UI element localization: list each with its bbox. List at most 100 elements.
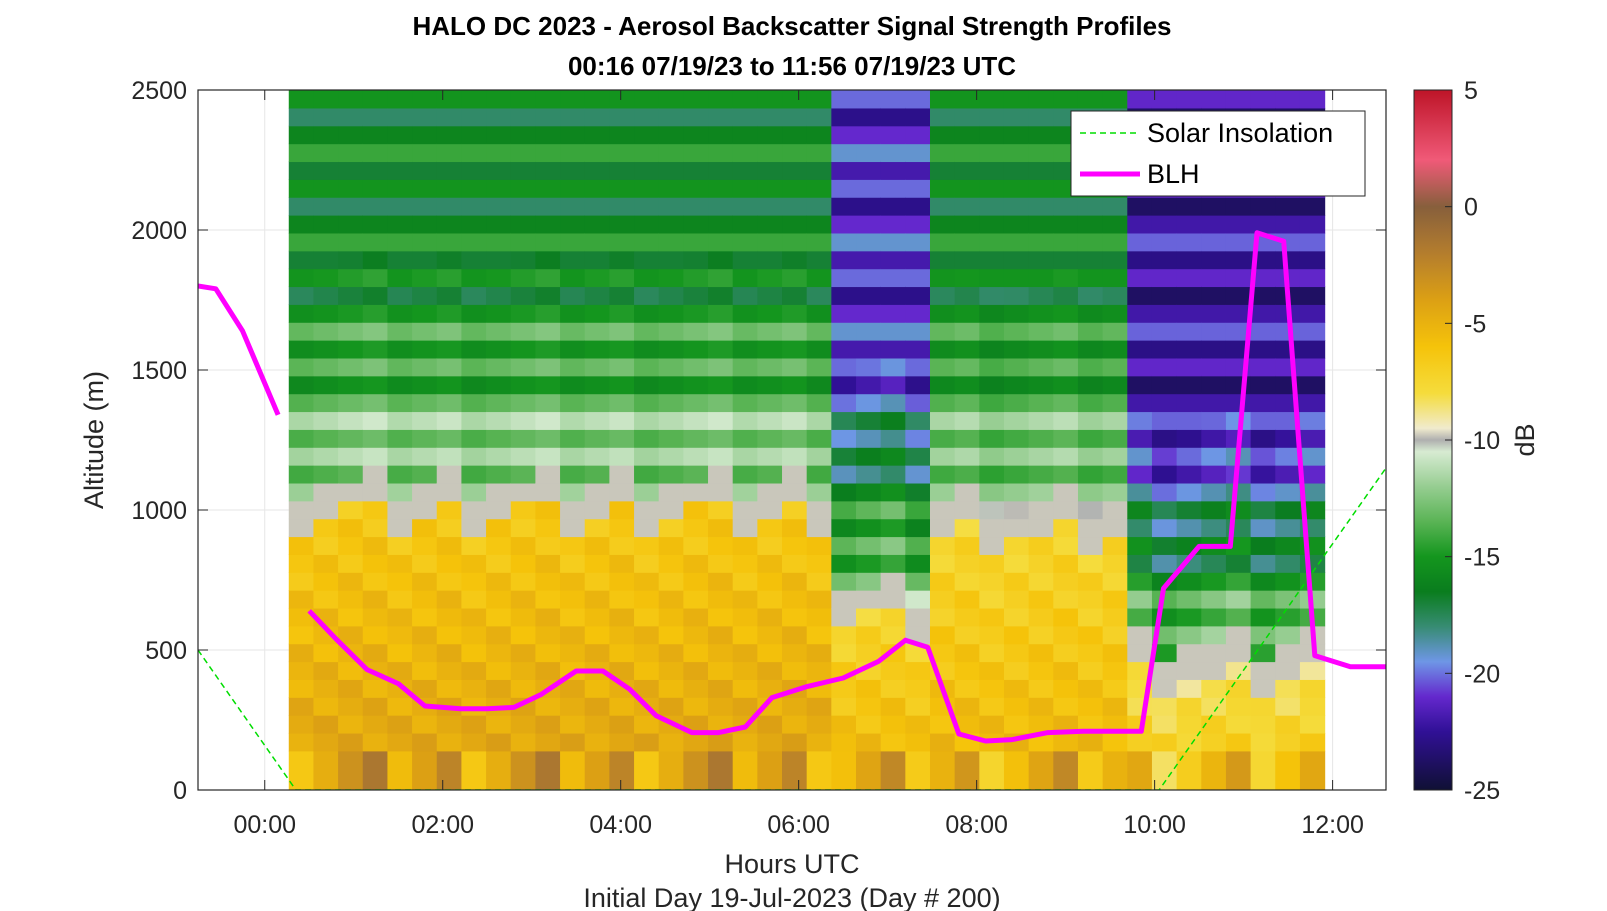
heatmap-cell (510, 232, 536, 252)
heatmap-cell (979, 107, 1005, 127)
heatmap-cell (486, 322, 512, 341)
heatmap-cell (387, 572, 413, 591)
heatmap-cell (806, 125, 832, 145)
heatmap-cell (313, 393, 339, 413)
heatmap-cell (856, 393, 882, 413)
heatmap-cell (856, 518, 882, 538)
heatmap-cell (535, 197, 561, 216)
heatmap-cell (1176, 715, 1202, 734)
heatmap-cell (1053, 357, 1079, 377)
heatmap-cell (1250, 197, 1276, 216)
heatmap-cell (708, 518, 734, 538)
heatmap-cell (486, 161, 512, 180)
heatmap-cell (313, 125, 339, 145)
heatmap-cell (757, 161, 783, 180)
heatmap-cell (1028, 232, 1054, 252)
heatmap-cell (510, 572, 536, 591)
heatmap-cell (461, 465, 487, 484)
heatmap-cell (979, 197, 1005, 216)
heatmap-cell (362, 411, 389, 430)
heatmap-cell (486, 393, 512, 413)
heatmap-cell (1053, 536, 1079, 555)
heatmap-cell (683, 625, 709, 645)
heatmap-cell (1003, 268, 1030, 288)
heatmap-cell (1151, 393, 1178, 413)
heatmap-cell (584, 518, 610, 538)
heatmap-cell (954, 554, 980, 573)
heatmap-cell (732, 322, 758, 341)
heatmap-cell (510, 143, 536, 163)
heatmap-cell (954, 232, 980, 252)
heatmap-cell (831, 357, 857, 377)
heatmap-cell (486, 90, 512, 109)
heatmap-cell (486, 482, 512, 502)
x-axis-ticks: 00:00 02:00 04:00 06:00 08:00 10:00 12:00 (233, 90, 1364, 839)
heatmap-cell (954, 447, 980, 466)
heatmap-cell (954, 518, 980, 538)
heatmap-cell (856, 607, 882, 627)
heatmap-cell (954, 715, 980, 734)
heatmap-cell (288, 715, 315, 734)
heatmap-cell (313, 340, 339, 359)
heatmap-cell (782, 179, 808, 198)
heatmap-cell (658, 482, 684, 502)
heatmap-cell (880, 679, 906, 698)
heatmap-cell (683, 340, 709, 359)
heatmap-cell (658, 322, 684, 341)
heatmap-cell (782, 500, 808, 520)
heatmap-cell (1053, 232, 1079, 252)
heatmap-cell (979, 715, 1005, 734)
heatmap-cell (1299, 357, 1326, 377)
heatmap-cell (1077, 322, 1104, 341)
heatmap-cell (806, 750, 832, 790)
heatmap-cell (658, 625, 684, 645)
heatmap-cell (362, 750, 389, 790)
heatmap-cell (1176, 643, 1202, 663)
heatmap-cell (732, 447, 758, 466)
heatmap-cell (954, 357, 980, 377)
heatmap-cell (1003, 232, 1030, 252)
heatmap-cell (831, 429, 857, 448)
heatmap-cell (486, 715, 512, 734)
heatmap-cell (387, 429, 413, 448)
heatmap-cell (313, 90, 339, 109)
heatmap-cell (634, 107, 660, 127)
heatmap-cell (387, 357, 413, 377)
heatmap-cell (510, 465, 536, 484)
heatmap-cell (905, 232, 931, 252)
heatmap-cell (905, 518, 931, 538)
heatmap-cell (1003, 197, 1030, 216)
heatmap-cell (954, 429, 980, 448)
heatmap-cell (313, 429, 339, 448)
heatmap-cell (584, 161, 610, 180)
heatmap-cell (486, 625, 512, 645)
heatmap-cell (1102, 429, 1128, 448)
heatmap-cell (362, 215, 389, 234)
heatmap-cell (1102, 197, 1128, 216)
heatmap-cell (905, 375, 931, 395)
heatmap-cell (1299, 554, 1326, 573)
heatmap-cell (486, 643, 512, 663)
heatmap-cell (1077, 482, 1104, 502)
heatmap-cell (1102, 625, 1128, 645)
heatmap-cell (806, 643, 832, 663)
heatmap-cell (782, 697, 808, 716)
heatmap-cell (856, 143, 882, 163)
heatmap-cell (1077, 304, 1104, 323)
heatmap-cell (954, 375, 980, 395)
heatmap-cell (1275, 732, 1301, 752)
heatmap-cell (905, 143, 931, 163)
heatmap-cell (1102, 750, 1128, 790)
heatmap-cell (1176, 625, 1202, 645)
heatmap-cell (1201, 322, 1227, 341)
heatmap-cell (362, 697, 389, 716)
heatmap-cell (880, 304, 906, 323)
heatmap-cell (658, 465, 684, 484)
heatmap-cell (732, 215, 758, 234)
heatmap-cell (535, 715, 561, 734)
heatmap-cell (412, 661, 438, 680)
heatmap-cell (732, 732, 758, 752)
colorbar-tick-label: -5 (1464, 310, 1486, 338)
heatmap-cell (683, 411, 709, 430)
heatmap-cell (1102, 679, 1128, 698)
